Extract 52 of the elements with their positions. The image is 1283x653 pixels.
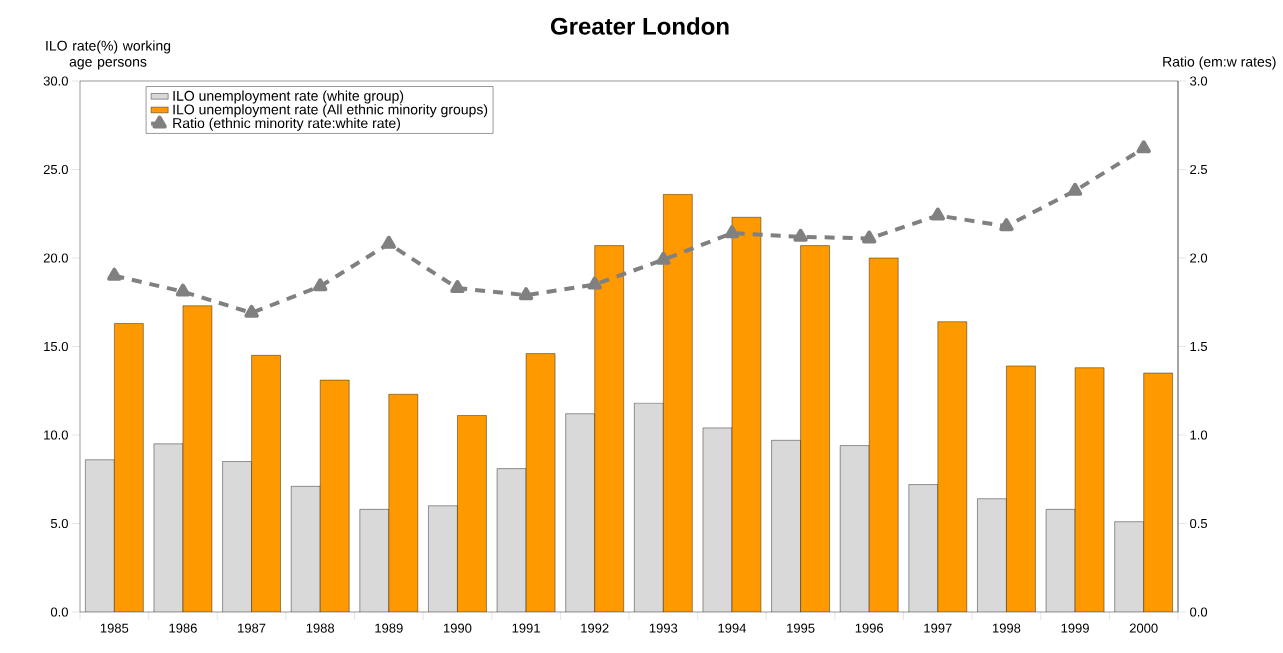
y2-tick-label: 2.0 [1190, 253, 1208, 263]
y-tick-label: 20.0 [43, 253, 68, 263]
point [244, 304, 259, 318]
x-tick-label: 2000 [1129, 623, 1158, 633]
x-tick-label: 1986 [169, 623, 197, 633]
x-tick-label: 1996 [855, 623, 884, 633]
point [587, 276, 602, 290]
legend-label: ILO unemployment rate (white group) [173, 90, 404, 104]
x-tick-label: 1994 [718, 623, 747, 633]
y2-tick-label: 0.5 [1190, 518, 1208, 529]
y-tick-label: 5.0 [50, 518, 68, 529]
y2-tick-label: 1.0 [1190, 430, 1208, 440]
point [793, 228, 808, 242]
point [518, 287, 534, 301]
legend-label: ILO unemployment rate (All ethnic minority groups) [173, 104, 488, 118]
y-tick-label: 30.0 [43, 76, 68, 86]
y2-axis-title: Ratio (em:w rates) [1163, 56, 1276, 70]
x-tick-label: 1999 [1061, 623, 1089, 633]
y-tick-label: 0.0 [50, 607, 68, 617]
x-tick-label: 1997 [924, 623, 952, 633]
y2-tick-label: 0.0 [1190, 607, 1208, 617]
point [450, 280, 465, 294]
y-axis-title: ILO rate(%) working age persons [46, 40, 171, 70]
point [930, 207, 946, 221]
chart-title: Greater London [550, 17, 729, 35]
y-tick-label: 10.0 [44, 430, 68, 440]
point [999, 218, 1014, 232]
x-tick-label: 1993 [649, 623, 678, 633]
point [313, 278, 328, 292]
point [724, 225, 740, 239]
x-tick-label: 1990 [443, 623, 472, 633]
x-tick-label: 1987 [238, 623, 266, 633]
point [1136, 140, 1151, 154]
x-tick-label: 1989 [375, 623, 403, 633]
x-tick-label: 1992 [581, 623, 609, 633]
y2-tick-label: 2.5 [1190, 164, 1208, 175]
x-tick-label: 1998 [992, 623, 1021, 633]
x-tick-label: 1985 [100, 623, 129, 633]
y-tick-label: 15.0 [44, 341, 68, 352]
y2-tick-label: 3.0 [1190, 76, 1208, 86]
point [107, 267, 122, 281]
legend-label: Ratio (ethnic minority rate:white rate) [173, 117, 401, 131]
x-tick-label: 1995 [787, 623, 815, 633]
point [656, 251, 671, 265]
x-tick-label: 1988 [306, 623, 335, 633]
point [381, 235, 397, 249]
x-tick-label: 1991 [512, 623, 540, 633]
point [1067, 182, 1083, 196]
point [861, 230, 877, 244]
y2-tick-label: 1.5 [1190, 341, 1208, 352]
point [175, 283, 191, 297]
y-tick-label: 25.0 [43, 164, 68, 175]
